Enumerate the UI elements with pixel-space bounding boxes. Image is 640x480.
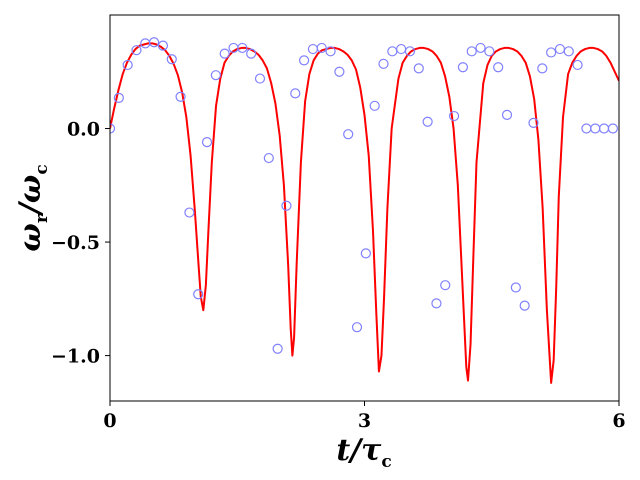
scatter-point-47: [519, 300, 530, 311]
scatter-point-1: [113, 92, 124, 103]
scatter-point-10: [193, 289, 204, 300]
scatter-point-46: [510, 282, 521, 293]
scatter-point-50: [546, 47, 557, 58]
scatter-point-42: [475, 42, 486, 54]
scatter-point-52: [563, 46, 574, 57]
scatter-point-53: [572, 59, 583, 71]
scatter-point-48: [528, 117, 539, 128]
scatter-point-49: [537, 63, 548, 74]
x-axis-label-main: t/τ: [336, 433, 382, 468]
y-axis-label-s1: r: [32, 213, 52, 223]
scatter-point-40: [457, 62, 469, 73]
scatter-point-22: [299, 55, 310, 66]
y-axis-label-p2: /ω: [13, 175, 48, 218]
scatter-point-8: [175, 91, 186, 102]
scatter-point-9: [184, 207, 195, 218]
x-axis-label: t/τc: [336, 433, 391, 472]
scatter-point-18: [263, 152, 274, 164]
scatter-point-26: [334, 66, 345, 77]
scatter-point-57: [607, 123, 618, 134]
scatter-point-41: [466, 46, 477, 57]
y-tick-label-1: −0.5: [51, 232, 100, 254]
y-axis-label-p1: ω: [13, 223, 48, 252]
plot-area: [110, 37, 619, 384]
scatter-point-17: [254, 73, 266, 84]
scatter-point-36: [422, 116, 433, 127]
scatter-point-15: [237, 42, 248, 54]
scatter-point-30: [369, 100, 380, 111]
scatter-point-0: [110, 123, 116, 134]
y-tick-label-2: −1.0: [51, 346, 100, 368]
scatter-point-45: [501, 109, 513, 121]
scatter-point-2: [122, 59, 133, 71]
x-tick-label-2: 6: [612, 410, 625, 432]
series-line-0: [110, 42, 619, 384]
scatter-point-37: [431, 298, 442, 309]
scatter-point-39: [448, 110, 460, 122]
scatter-point-44: [493, 62, 504, 73]
scatter-point-43: [484, 46, 495, 57]
x-tick-label-1: 3: [358, 410, 371, 432]
scatter-point-11: [201, 137, 213, 148]
scatter-point-20: [281, 200, 292, 211]
scatter-point-29: [360, 248, 371, 259]
scatter-point-12: [210, 70, 221, 81]
y-tick-label-0: 0.0: [67, 119, 100, 141]
scatter-point-13: [219, 48, 230, 59]
scatter-point-28: [351, 322, 363, 333]
scatter-point-19: [272, 343, 283, 354]
x-axis-label-sub: c: [381, 452, 391, 472]
scatter-point-3: [131, 45, 142, 56]
scatter-point-21: [290, 88, 301, 99]
ticks: 0 3 6 0.0 −0.5 −1.0: [51, 119, 626, 432]
scatter-point-6: [157, 40, 169, 51]
scatter-point-27: [343, 129, 354, 140]
scatter-point-7: [166, 54, 177, 65]
scatter-point-35: [413, 63, 424, 74]
x-tick-label-0: 0: [103, 410, 116, 432]
scatter-point-38: [440, 280, 451, 291]
scatter-point-34: [404, 46, 416, 57]
scatter-point-25: [325, 46, 336, 57]
scatter-point-16: [246, 48, 257, 59]
scatter-point-24: [316, 42, 327, 54]
y-axis-label-s2: c: [32, 164, 52, 174]
scatter-point-5: [149, 37, 160, 48]
y-axis-label: ωr/ωc: [13, 164, 52, 251]
scatter-point-31: [378, 58, 389, 69]
